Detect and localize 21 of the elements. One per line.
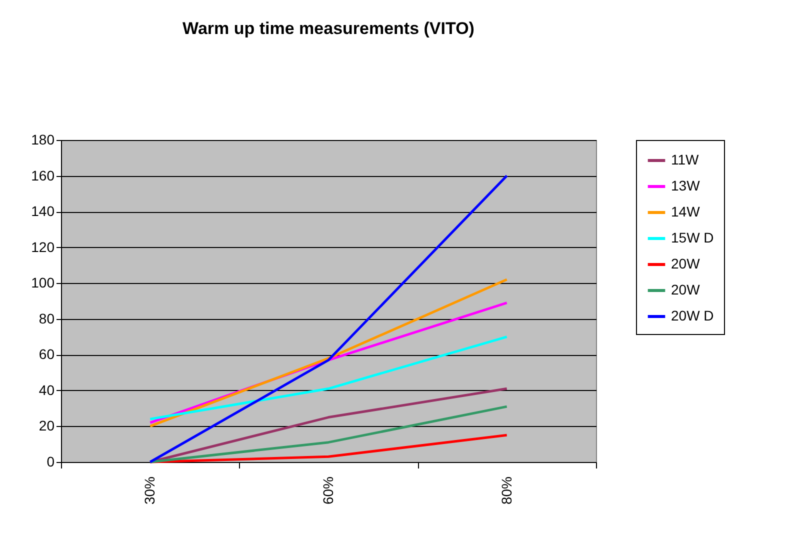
legend-label: 20W [671,256,701,272]
y-tick-label: 60 [38,346,55,362]
legend-label: 20W D [671,308,714,324]
legend-label: 13W [671,178,701,194]
y-tick-label: 100 [31,274,55,291]
x-tick-label: 60% [320,476,336,505]
y-tick-label: 40 [38,382,55,398]
y-tick-label: 120 [31,238,55,255]
y-tick-label: 0 [46,454,55,470]
y-tick-label: 160 [31,167,55,184]
y-tick-label: 20 [38,418,55,434]
x-tick-label: 80% [498,476,514,505]
y-tick-label: 180 [31,132,55,148]
legend-label: 15W D [671,230,714,246]
y-tick-label: 140 [31,203,55,220]
y-tick-label: 80 [38,310,55,326]
legend-label: 20W [671,282,701,298]
legend-label: 14W [671,204,701,220]
legend-label: 11W [671,152,700,168]
x-tick-label: 30% [142,476,158,505]
chart-title: Warm up time measurements (VITO) [182,19,474,38]
